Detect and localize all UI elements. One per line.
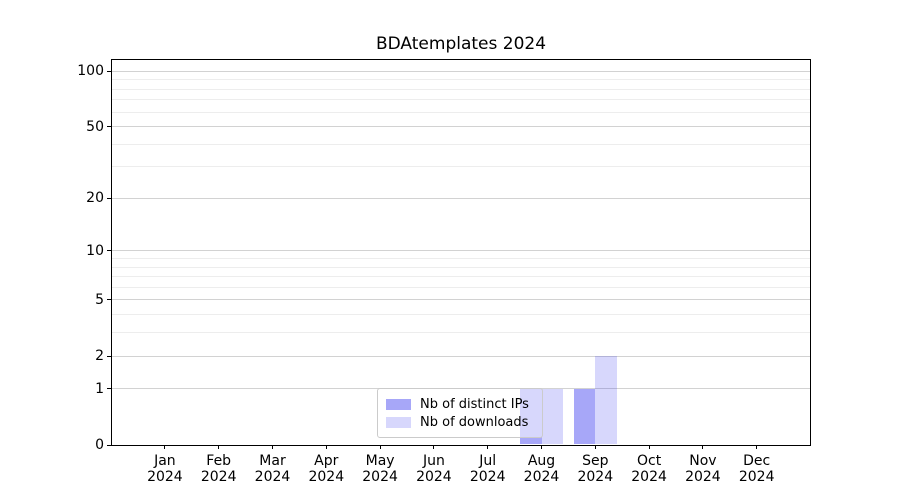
y-tick-mark <box>107 70 111 72</box>
x-tick-label: Feb 2024 <box>200 453 237 485</box>
legend-row-downloads: Nb of downloads <box>386 413 534 431</box>
y-tick-label: 0 <box>95 437 104 453</box>
x-tick-mark <box>325 445 327 449</box>
x-tick-label: Jun 2024 <box>416 453 452 485</box>
x-tick-mark <box>164 445 166 449</box>
y-tick-mark <box>107 197 111 199</box>
y-tick-mark <box>107 250 111 252</box>
gridline-major <box>112 70 810 72</box>
legend: Nb of distinct IPs Nb of downloads <box>377 388 543 438</box>
x-tick-mark <box>702 445 704 449</box>
x-tick-label: Sep 2024 <box>577 453 614 485</box>
y-tick-label: 50 <box>86 118 104 135</box>
gridline-minor <box>112 79 810 81</box>
x-tick-label: Oct 2024 <box>631 453 667 485</box>
x-tick-label: Dec 2024 <box>738 453 775 485</box>
legend-swatch-distinct-ips <box>386 398 411 410</box>
bar-aug-downloads <box>541 388 563 445</box>
legend-swatch-downloads <box>386 416 411 428</box>
y-tick-mark <box>107 299 111 301</box>
legend-label-downloads: Nb of downloads <box>420 414 529 430</box>
gridline-minor <box>112 332 810 334</box>
x-tick-mark <box>756 445 758 449</box>
gridline-minor <box>112 99 810 101</box>
gridline-minor <box>112 166 810 168</box>
x-tick-mark <box>541 445 542 449</box>
x-tick-label: Jan 2024 <box>147 453 183 485</box>
y-tick-label: 100 <box>77 63 104 80</box>
x-tick-mark <box>379 445 381 449</box>
x-tick-label: Apr 2024 <box>308 453 345 485</box>
x-tick-label: Aug 2024 <box>523 453 560 485</box>
x-tick-mark <box>594 445 596 449</box>
x-tick-label: May 2024 <box>362 453 398 485</box>
x-tick-mark <box>272 445 273 449</box>
x-tick-mark <box>433 445 435 449</box>
gridline-major <box>112 250 810 252</box>
bar-sep-downloads <box>595 356 617 445</box>
y-tick-mark <box>107 126 111 128</box>
gridline-minor <box>112 266 810 268</box>
legend-label-distinct-ips: Nb of distinct IPs <box>420 396 529 412</box>
x-tick-label: Jul 2024 <box>469 453 506 485</box>
y-tick-label: 5 <box>95 291 104 308</box>
y-tick-mark <box>107 388 111 390</box>
y-tick-label: 1 <box>95 380 104 397</box>
gridline-minor <box>112 143 810 145</box>
y-tick-label: 2 <box>95 348 104 365</box>
y-tick-label: 20 <box>86 190 104 207</box>
gridline-major <box>112 355 810 357</box>
chart-title: BDAtemplates 2024 <box>375 34 547 54</box>
gridline-major <box>112 126 810 128</box>
gridline-minor <box>112 88 810 90</box>
legend-row-distinct-ips: Nb of distinct IPs <box>386 395 534 413</box>
gridline-minor <box>112 314 810 316</box>
x-tick-mark <box>487 445 489 449</box>
gridline-minor <box>112 258 810 259</box>
gridline-minor <box>112 276 810 278</box>
gridline-major <box>112 299 810 301</box>
x-tick-mark <box>218 445 220 449</box>
y-tick-label: 10 <box>86 242 104 259</box>
gridline-major <box>112 197 810 199</box>
x-tick-label: Nov 2024 <box>685 453 721 485</box>
x-tick-mark <box>648 445 650 449</box>
y-tick-mark <box>107 444 111 446</box>
x-tick-label: Mar 2024 <box>254 453 291 485</box>
plot-area <box>111 59 811 446</box>
y-tick-mark <box>107 355 111 357</box>
bar-sep-distinct-ips <box>573 388 596 445</box>
gridline-minor <box>112 286 810 288</box>
gridline-minor <box>112 111 810 113</box>
